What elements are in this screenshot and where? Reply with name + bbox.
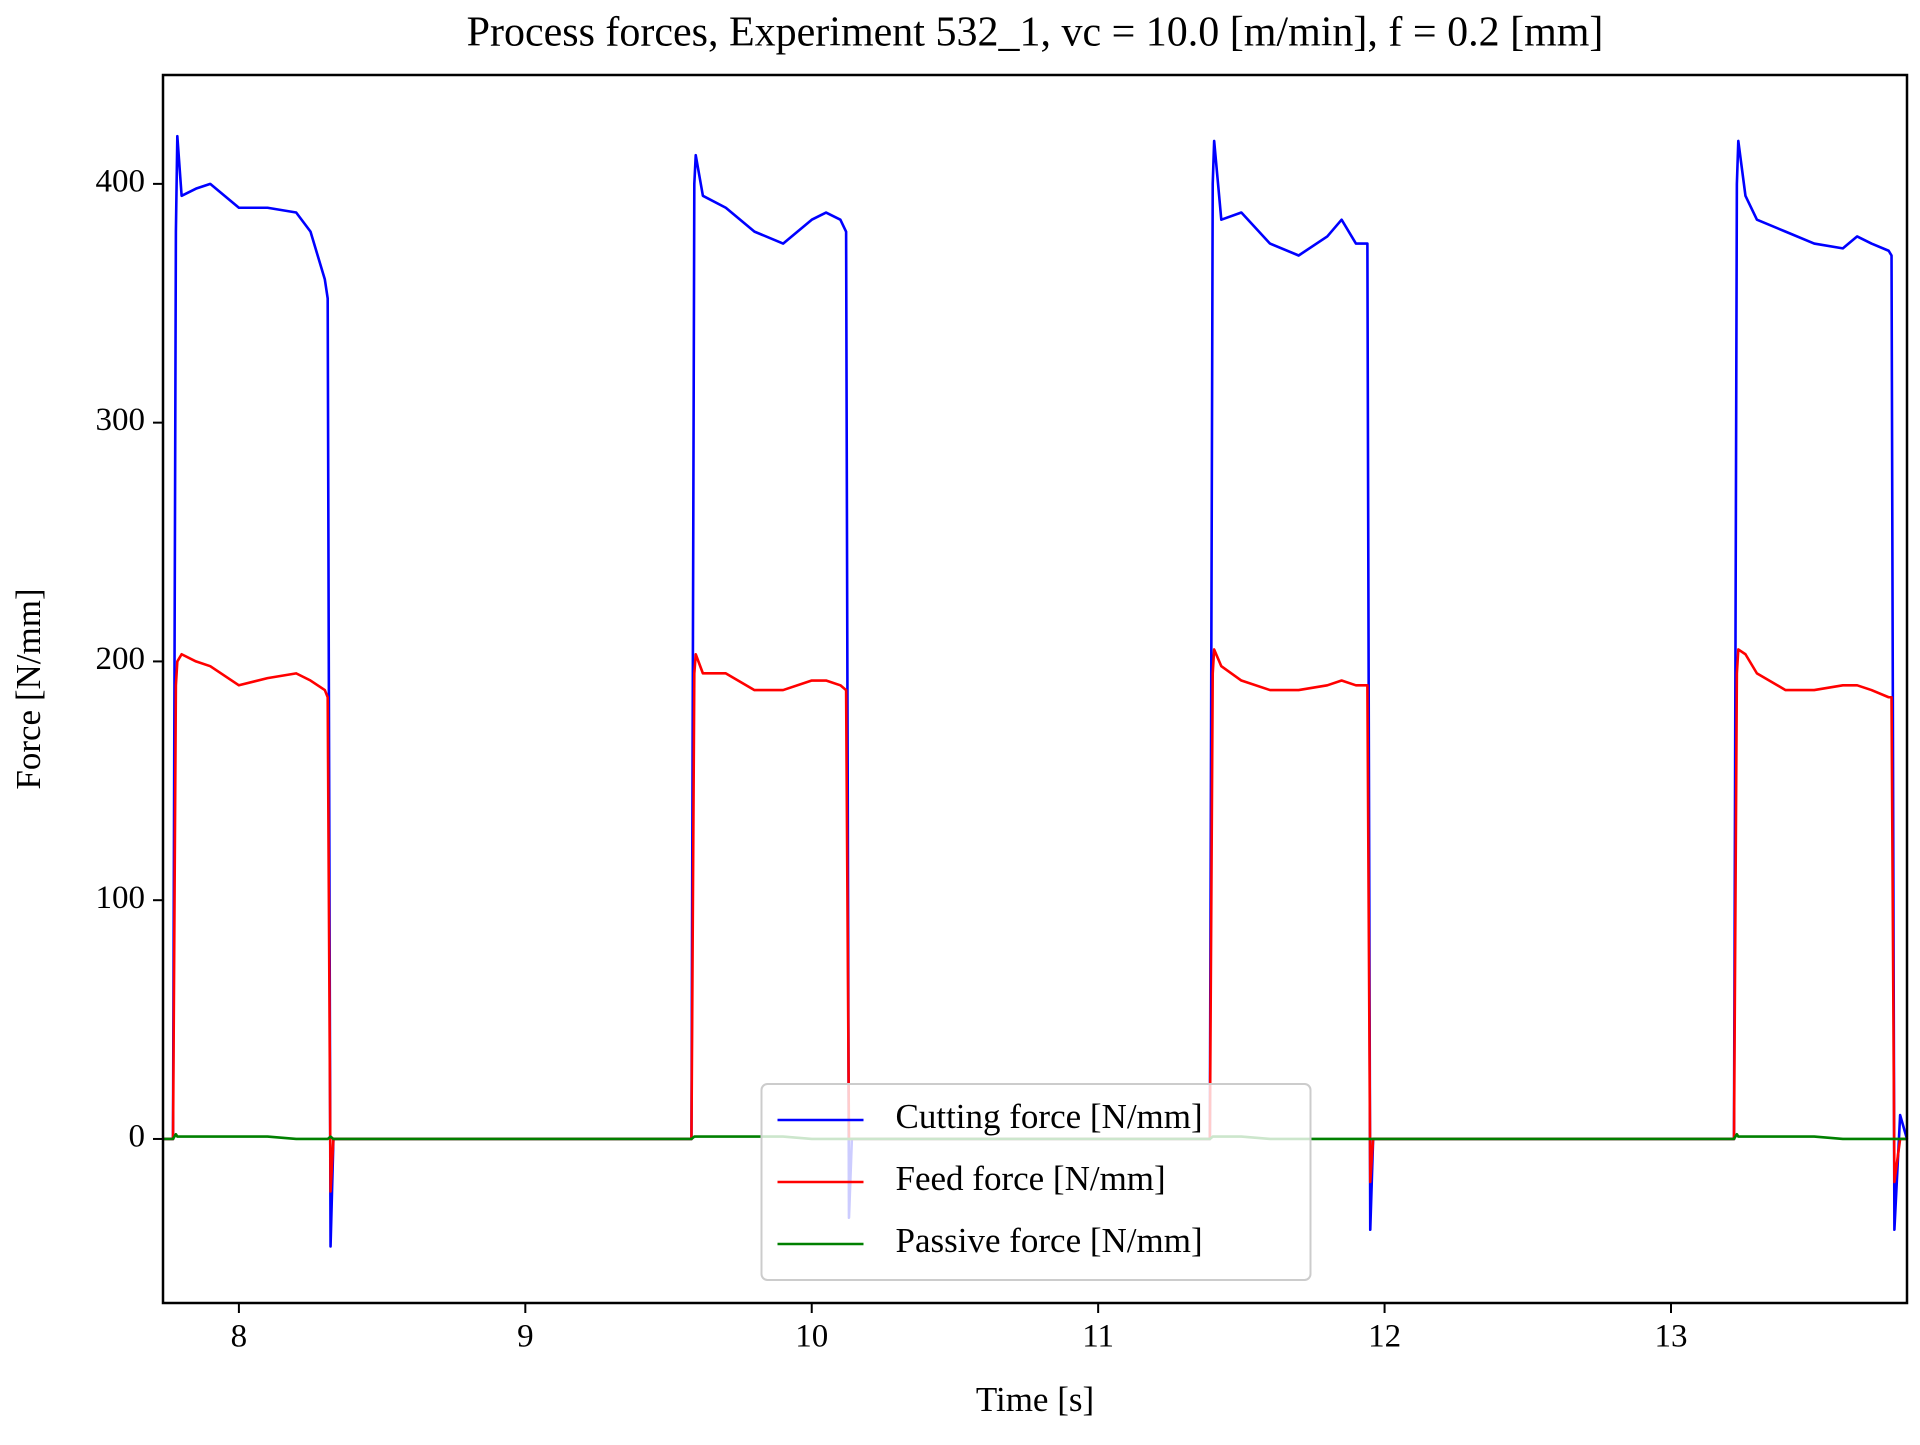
x-tick-label: 13 — [1654, 1319, 1687, 1355]
legend-label: Cutting force [N/mm] — [896, 1097, 1203, 1136]
data-line — [163, 134, 1909, 1248]
x-tick-label: 8 — [231, 1319, 248, 1355]
legend-box — [760, 1083, 1312, 1281]
legend-label: Feed force [N/mm] — [896, 1159, 1166, 1198]
y-tick-label: 200 — [96, 641, 146, 677]
plot-area — [163, 134, 1909, 1248]
y-tick-label: 0 — [129, 1119, 146, 1155]
legend-label: Passive force [N/mm] — [896, 1221, 1203, 1260]
y-tick-label: 400 — [96, 163, 146, 199]
axes-frame — [161, 73, 1909, 1305]
x-tick-label: 10 — [795, 1319, 828, 1355]
y-tick-label: 100 — [96, 880, 146, 916]
x-tick-label: 12 — [1368, 1319, 1401, 1355]
legend: Cutting force [N/mm] Feed force [N/mm] Pas… — [760, 1083, 1312, 1281]
x-tick-label: 9 — [517, 1319, 534, 1355]
y-tick-label: 300 — [96, 402, 146, 438]
chart-title: Process forces, Experiment 532_1, vc = 1… — [467, 10, 1604, 56]
x-axis-label: Time [s] — [976, 1380, 1094, 1419]
x-tick-label: 11 — [1082, 1319, 1114, 1355]
y-axis-label: Force [N/mm] — [9, 588, 48, 789]
